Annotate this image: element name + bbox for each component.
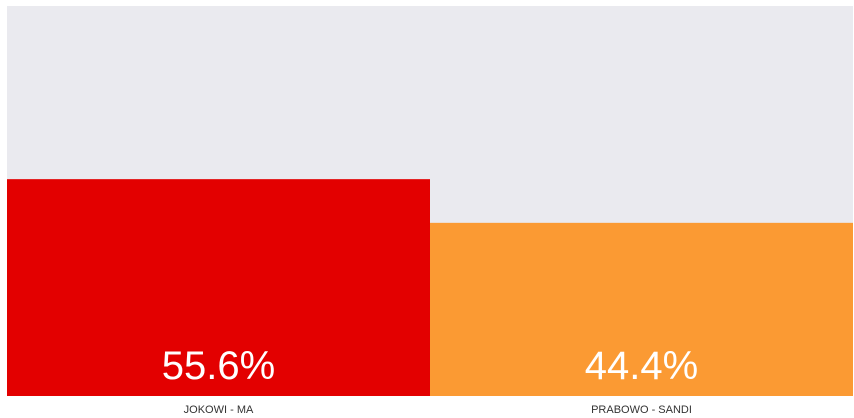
- category-label-jokowi-ma: JOKOWI - MA: [184, 404, 254, 416]
- bar-jokowi-ma: [7, 179, 430, 396]
- value-label-jokowi-ma: 55.6%: [162, 344, 275, 388]
- bar-prabowo-sandi: [430, 222, 853, 396]
- category-label-prabowo-sandi: PRABOWO - SANDI: [591, 404, 692, 416]
- value-label-prabowo-sandi: 44.4%: [585, 344, 698, 388]
